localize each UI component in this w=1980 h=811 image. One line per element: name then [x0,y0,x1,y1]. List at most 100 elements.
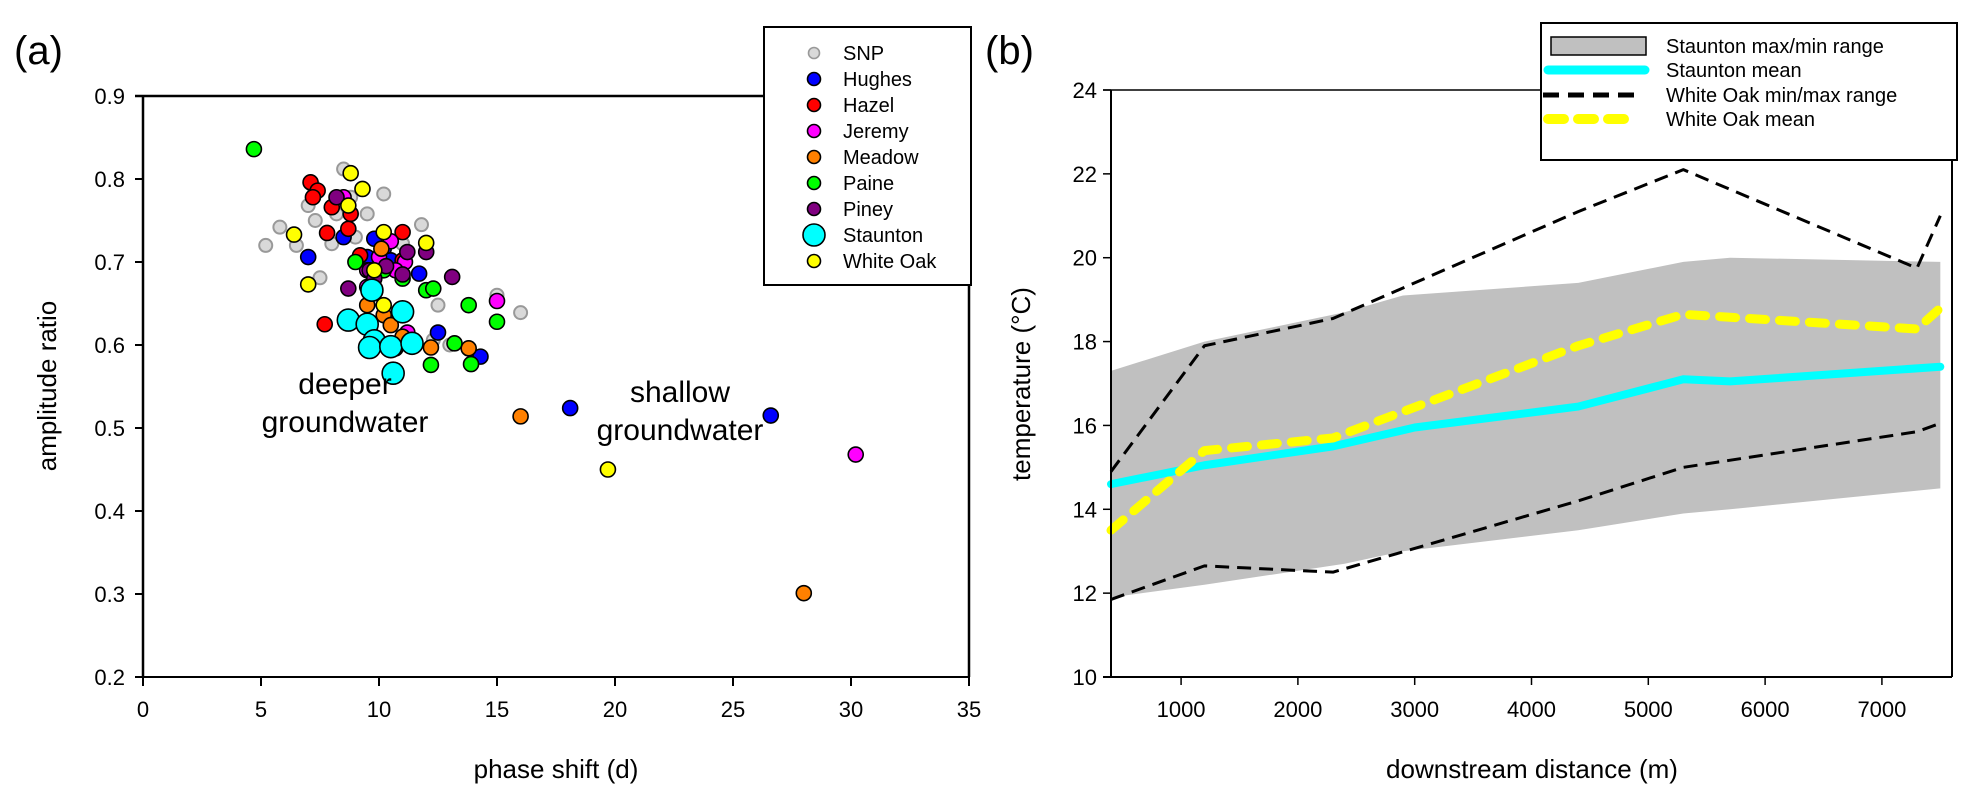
x-tick-label-b: 7000 [1857,697,1906,722]
point-hughes [762,407,780,424]
point-staunton [378,334,403,359]
legend-box-a [763,26,972,286]
panel-b-label: (b) [985,29,1034,73]
point-paine [347,253,364,271]
x-tick-label-a: 15 [485,697,509,722]
annotation-label: shallow [630,376,730,409]
point-piney [443,268,461,286]
x-tick-label-a: 25 [721,697,745,722]
legend-marker-staunton [802,223,826,247]
point-white-oak [375,296,393,314]
point-staunton [390,299,415,324]
point-snp [272,219,288,235]
point-piney [340,280,357,297]
point-white-oak [375,223,393,241]
y-tick-label-a: 0.2 [94,665,125,690]
x-tick-label-b: 4000 [1507,697,1556,722]
y-tick-label-b: 10 [1073,665,1097,690]
y-tick-label-b: 16 [1073,413,1097,438]
x-axis-title-b: downstream distance (m) [1386,754,1678,784]
legend-label: SNP [843,43,884,65]
legend-marker-jeremy [806,123,822,139]
y-tick-label-a: 0.3 [94,582,125,607]
legend-label: Meadow [843,147,919,169]
legend-label: Staunton mean [1666,60,1802,82]
y-tick-label-b: 18 [1073,330,1097,355]
panel-a-label: (a) [14,29,63,73]
x-tick-label-b: 5000 [1624,697,1673,722]
x-tick-label-a: 35 [957,697,981,722]
point-jeremy [847,446,865,463]
point-white-oak [299,276,317,293]
point-snp [312,270,328,286]
y-tick-label-b: 20 [1073,246,1097,271]
x-tick-label-a: 30 [839,697,863,722]
y-tick-label-a: 0.4 [94,499,125,524]
point-white-oak [417,234,435,252]
point-hughes [299,248,317,266]
point-meadow [373,240,390,258]
point-paine [446,335,463,352]
x-tick-label-b: 2000 [1273,697,1322,722]
staunton-range-band [1111,257,1941,598]
point-piney [399,243,416,261]
point-paine [245,140,263,158]
y-tick-label-a: 0.5 [94,416,125,441]
y-tick-label-b: 24 [1073,78,1097,103]
point-hughes [429,324,447,341]
panel-a-scatter: (a) 0 5 10 15 20 25 30 35 0.2 0.3 0.4 0.5 0.6 0.7 0.8 0… [14,26,981,784]
point-hazel [340,220,357,238]
point-meadow [382,316,400,334]
point-white-oak [354,180,371,198]
legend-label: Staunton max/min range [1666,36,1884,58]
legend-label: Piney [843,199,893,221]
point-piney [328,188,345,206]
point-meadow [460,340,477,357]
point-snp [413,217,429,233]
legend-marker-piney [806,201,822,217]
y-tick-label-b: 14 [1073,497,1097,522]
point-snp [513,305,529,321]
panel-b-line: (b) 1000 2000 3000 4000 5000 6000 7000 10 12 14 16… [985,22,1958,784]
point-hazel [318,224,336,242]
point-staunton [400,331,424,356]
point-white-oak [285,226,303,243]
legend-marker-paine [806,175,822,191]
legend-swatch-band [1550,36,1647,56]
point-paine [422,356,440,374]
point-snp [359,206,375,222]
legend-label: Staunton [843,225,923,247]
legend-marker-meadow [806,149,822,165]
legend-label: White Oak mean [1666,109,1815,131]
point-snp [376,186,392,202]
point-staunton [360,278,384,303]
annotations-a: deeper groundwater shallow groundwater [262,368,764,447]
point-hazel [316,315,334,333]
legend-label: White Oak min/max range [1666,85,1897,107]
legend-label: Paine [843,173,894,195]
x-tick-label-a: 10 [367,697,391,722]
y-tick-label-a: 0.7 [94,250,125,275]
legend-a: SNP Hughes Hazel Jeremy Meadow Paine Piney Stau… [763,26,972,286]
axes-b: 1000 2000 3000 4000 5000 6000 7000 10 12 14 16 18 20… [1073,78,1953,722]
point-hazel [304,188,322,206]
point-white-oak [599,461,617,478]
y-tick-label-a: 0.9 [94,84,125,109]
x-tick-label-a: 5 [255,697,267,722]
point-jeremy [488,292,506,310]
point-hughes [561,399,579,417]
legend-marker-snp [807,46,821,60]
legend-label: Hughes [843,69,912,91]
point-paine [462,355,480,373]
legend-marker-white-oak [806,253,822,269]
x-axis-title-a: phase shift (d) [474,754,639,784]
series-staunton-mean [1107,362,1945,489]
point-snp [258,237,274,253]
series-white-oak-min-max-range [1109,168,1942,473]
x-tick-label-b: 6000 [1741,697,1790,722]
x-tick-label-b: 1000 [1157,697,1206,722]
x-tick-label-a: 20 [603,697,627,722]
point-meadow [795,584,813,602]
point-snp [307,213,323,228]
